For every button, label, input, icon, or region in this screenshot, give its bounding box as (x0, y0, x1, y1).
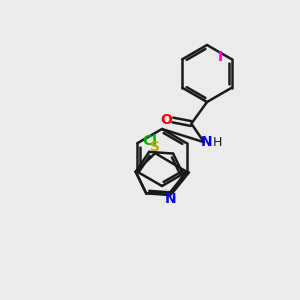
Text: H: H (213, 136, 222, 149)
Text: N: N (201, 135, 212, 149)
Text: N: N (164, 192, 176, 206)
Text: Cl: Cl (142, 134, 158, 148)
Text: O: O (160, 113, 172, 127)
Text: I: I (218, 50, 223, 64)
Text: S: S (150, 140, 160, 154)
